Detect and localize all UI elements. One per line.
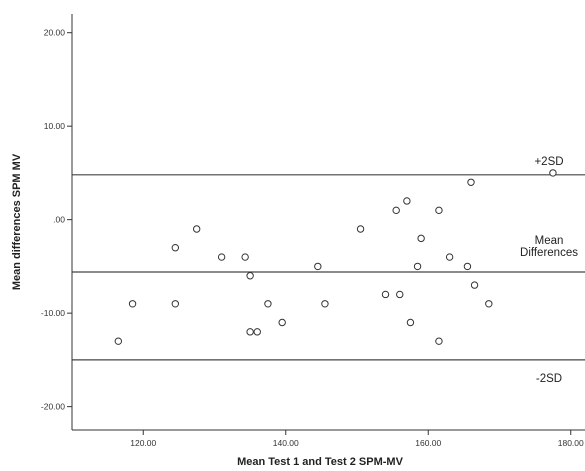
y-tick-label: -20.00 (41, 402, 65, 412)
data-point (171, 300, 180, 308)
plot-area-background (72, 14, 585, 430)
data-point (435, 206, 443, 215)
reference-label-upper: +2SD (534, 156, 563, 168)
data-point (171, 244, 180, 252)
data-point (192, 225, 201, 233)
data-point (470, 281, 479, 289)
data-point (403, 197, 411, 205)
y-axis-title: Mean differences SPM MV (11, 153, 23, 290)
data-points (114, 169, 557, 345)
data-point (406, 318, 415, 327)
y-tick-label: 20.00 (44, 28, 66, 38)
x-tick-label: 140.00 (273, 438, 299, 448)
x-tick-label: 160.00 (415, 438, 441, 448)
y-tick-label: -10.00 (41, 308, 65, 318)
reference-lines (72, 174, 585, 361)
y-axis-ticks: 20.00 10.00 .00 -10.00 -20.00 (41, 28, 72, 412)
reference-label-lower: -2SD (536, 373, 562, 385)
data-point (485, 300, 493, 308)
data-point (435, 337, 443, 345)
data-point (549, 169, 557, 177)
data-point (321, 300, 329, 308)
y-tick-label: .00 (53, 215, 65, 225)
data-point (246, 328, 254, 336)
data-point (128, 300, 137, 308)
data-point (114, 337, 123, 345)
x-axis-title: Mean Test 1 and Test 2 SPM-MV (237, 456, 404, 468)
data-point (314, 262, 322, 271)
data-point (417, 234, 425, 243)
data-point (381, 290, 390, 299)
data-point (413, 262, 422, 271)
x-tick-label: 180.00 (558, 438, 584, 448)
data-point (356, 225, 365, 233)
data-point (264, 300, 272, 308)
data-point (396, 290, 404, 299)
data-point (467, 178, 475, 186)
x-axis-ticks: 120.00 140.00 160.00 180.00 (130, 430, 584, 448)
data-point (278, 318, 286, 327)
data-point (253, 328, 261, 336)
y-tick-label: 10.00 (44, 121, 66, 131)
reference-label-mean: Mean (535, 235, 564, 247)
data-point (463, 262, 472, 271)
data-point (445, 253, 454, 261)
data-point (241, 253, 249, 261)
x-tick-label: 120.00 (130, 438, 156, 448)
reference-label-mean: Differences (520, 247, 578, 259)
data-point (217, 253, 226, 261)
data-point (246, 272, 254, 280)
data-point (392, 206, 400, 215)
